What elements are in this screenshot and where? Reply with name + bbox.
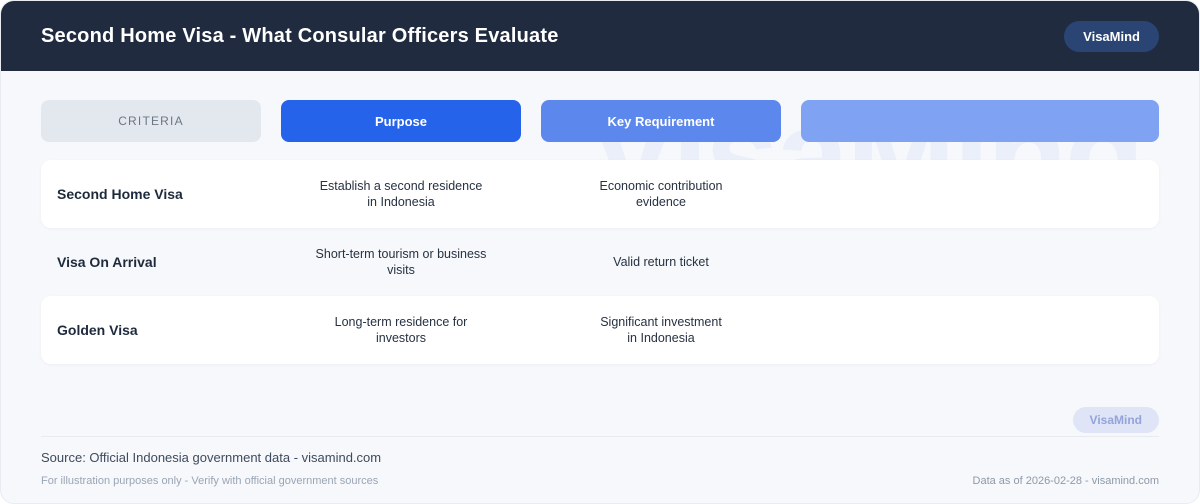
table-row: Golden Visa Long-term residence for inve… xyxy=(41,296,1159,364)
table-header-row: CRITERIA Purpose Key Requirement xyxy=(41,100,1159,142)
brand-badge: VisaMind xyxy=(1064,20,1159,52)
footer-divider xyxy=(41,436,1159,437)
column-header-purpose[interactable]: Purpose xyxy=(281,100,521,142)
row-requirement: Valid return ticket xyxy=(613,254,709,269)
column-header-key-requirement[interactable]: Key Requirement xyxy=(541,100,781,142)
disclaimer-text: For illustration purposes only - Verify … xyxy=(41,475,379,487)
row-requirement: Economic contribution evidence xyxy=(599,178,723,210)
footer-badge-row: VisaMind xyxy=(41,407,1159,433)
row-purpose: Long-term residence for investors xyxy=(334,314,468,346)
footer-brand-badge: VisaMind xyxy=(1072,407,1159,433)
top-bar: Second Home Visa - What Consular Officer… xyxy=(1,1,1199,71)
row-criteria: Golden Visa xyxy=(57,322,138,338)
column-header-empty[interactable] xyxy=(801,100,1159,142)
row-criteria: Second Home Visa xyxy=(57,186,183,202)
main-area: VisaMind CRITERIA Purpose Key Requiremen… xyxy=(1,71,1199,503)
column-header-criteria[interactable]: CRITERIA xyxy=(41,100,261,142)
source-text: Source: Official Indonesia government da… xyxy=(41,450,382,465)
row-purpose: Establish a second residence in Indonesi… xyxy=(319,178,483,210)
table-row: Visa On Arrival Short-term tourism or bu… xyxy=(41,228,1159,296)
table-row: Second Home Visa Establish a second resi… xyxy=(41,160,1159,228)
data-as-of-text: Data as of 2026-02-28 - visamind.com xyxy=(972,475,1159,487)
page-title: Second Home Visa - What Consular Officer… xyxy=(41,24,559,47)
row-criteria: Visa On Arrival xyxy=(57,254,157,270)
table-rows: Second Home Visa Establish a second resi… xyxy=(41,160,1159,364)
footer-bottom-line: For illustration purposes only - Verify … xyxy=(41,475,1159,487)
row-requirement: Significant investment in Indonesia xyxy=(600,314,722,346)
row-purpose: Short-term tourism or business visits xyxy=(315,246,487,278)
